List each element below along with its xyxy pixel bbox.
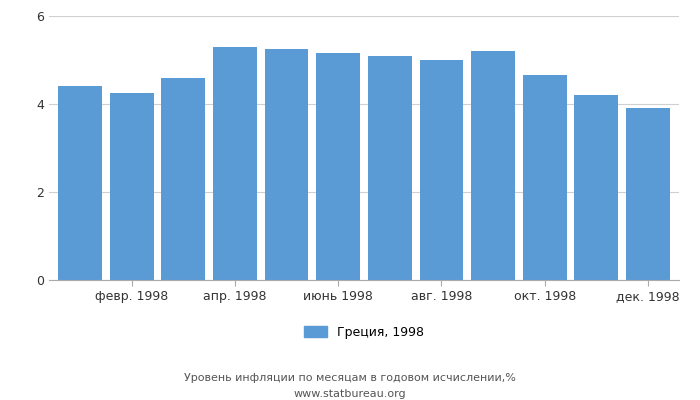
Bar bbox=[213, 47, 257, 280]
Bar bbox=[626, 108, 670, 280]
Bar bbox=[161, 78, 205, 280]
Text: www.statbureau.org: www.statbureau.org bbox=[294, 389, 406, 399]
Bar bbox=[419, 60, 463, 280]
Bar bbox=[471, 51, 515, 280]
Bar bbox=[316, 53, 360, 280]
Bar bbox=[110, 93, 153, 280]
Bar bbox=[575, 95, 618, 280]
Bar bbox=[58, 86, 102, 280]
Bar bbox=[265, 49, 309, 280]
Legend: Греция, 1998: Греция, 1998 bbox=[304, 326, 424, 339]
Bar bbox=[368, 56, 412, 280]
Bar bbox=[523, 75, 567, 280]
Text: Уровень инфляции по месяцам в годовом исчислении,%: Уровень инфляции по месяцам в годовом ис… bbox=[184, 373, 516, 383]
